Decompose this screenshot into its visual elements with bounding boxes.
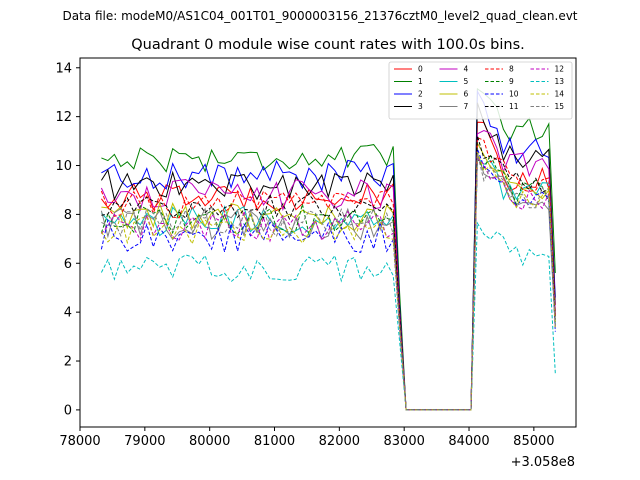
series-line-4	[100, 129, 556, 411]
legend-label-2: 2	[418, 90, 423, 99]
x-tick-label: 84000	[448, 434, 489, 449]
series-lines	[100, 87, 556, 411]
legend-box	[388, 61, 573, 120]
legend-label-6: 6	[464, 90, 469, 99]
legend-label-0: 0	[418, 65, 423, 74]
series-line-5	[101, 156, 556, 411]
x-tick-label: 78000	[59, 434, 100, 449]
series-line-12	[101, 157, 556, 411]
x-tick-label: 80000	[189, 434, 230, 449]
series-line-10	[100, 148, 556, 411]
y-tick-label: 6	[64, 257, 72, 272]
series-line-2	[101, 89, 556, 411]
x-tick-label: 81000	[254, 434, 295, 449]
x-tick-label: 85000	[513, 434, 554, 449]
series-line-8	[100, 136, 556, 411]
x-offset-label: +3.058e8	[511, 455, 575, 470]
series-line-13	[100, 221, 556, 411]
y-tick-label: 2	[64, 355, 72, 370]
plot-frame	[79, 57, 577, 428]
y-tick-label: 14	[55, 61, 72, 76]
x-tick-label: 83000	[384, 434, 425, 449]
y-tick-label: 8	[64, 208, 72, 223]
x-axis: 78000 79000 80000 81000 82000 83000 84000 85000	[59, 427, 555, 449]
x-tick-label: 79000	[124, 434, 165, 449]
series-line-15	[101, 153, 556, 411]
legend-label-14: 14	[555, 90, 565, 99]
x-tick-label: 82000	[319, 434, 360, 449]
series-line-1	[101, 87, 556, 411]
suptitle: Data file: modeM0/AS1C04_001T01_90000031…	[62, 9, 577, 23]
legend-label-15: 15	[555, 102, 565, 111]
legend-label-3: 3	[418, 102, 423, 111]
y-tick-label: 12	[55, 110, 72, 125]
series-line-11	[101, 135, 556, 411]
legend-label-10: 10	[509, 90, 519, 99]
legend-label-7: 7	[464, 102, 469, 111]
legend-label-8: 8	[509, 65, 514, 74]
legend-label-11: 11	[509, 102, 519, 111]
series-line-9	[100, 153, 556, 411]
legend-label-1: 1	[418, 77, 423, 86]
y-axis: 0 2 4 6 8 10 12 14	[55, 61, 80, 418]
y-tick-label: 0	[64, 403, 72, 418]
y-tick-label: 4	[64, 306, 72, 321]
series-line-3	[100, 102, 556, 411]
series-line-6	[101, 141, 556, 411]
series-line-14	[100, 151, 556, 411]
chart-title: Quadrant 0 module wise count rates with …	[131, 37, 525, 53]
legend-label-12: 12	[555, 65, 565, 74]
y-tick-label: 10	[55, 159, 72, 174]
legend-label-9: 9	[509, 77, 514, 86]
legend-label-13: 13	[555, 77, 565, 86]
legend-label-4: 4	[464, 65, 469, 74]
legend-label-5: 5	[464, 77, 469, 86]
